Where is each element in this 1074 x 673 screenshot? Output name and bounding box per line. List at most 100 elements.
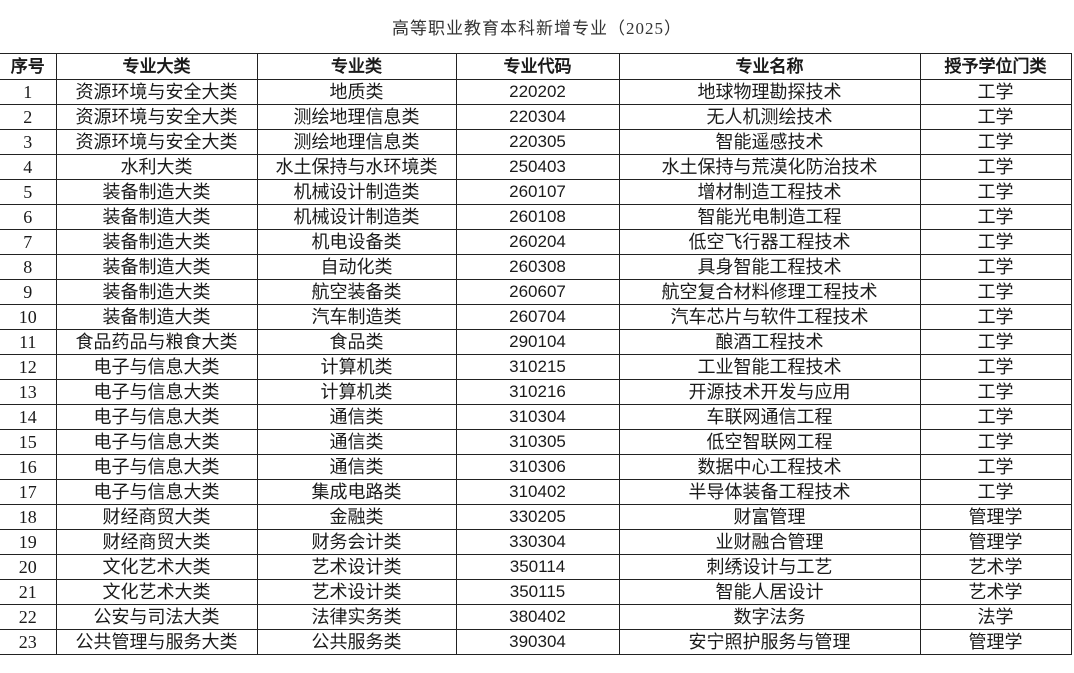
cell-major-name: 工业智能工程技术	[618, 354, 921, 380]
cell-degree-type: 管理学	[919, 529, 1072, 555]
cell-degree-type: 工学	[919, 204, 1072, 230]
cell-major-name: 低空飞行器工程技术	[618, 229, 921, 255]
cell-major-class: 计算机类	[256, 354, 457, 380]
cell-major-category: 装备制造大类	[55, 179, 258, 205]
cell-major-category: 电子与信息大类	[55, 379, 258, 405]
cell-index: 11	[0, 329, 57, 355]
cell-major-category: 财经商贸大类	[55, 504, 258, 530]
cell-degree-type: 工学	[919, 129, 1072, 155]
cell-major-category: 食品药品与粮食大类	[55, 329, 258, 355]
cell-major-class: 计算机类	[256, 379, 457, 405]
cell-degree-type: 工学	[919, 479, 1072, 505]
cell-major-code: 310402	[455, 479, 620, 505]
cell-major-class: 艺术设计类	[256, 554, 457, 580]
cell-index: 13	[0, 379, 57, 405]
table-row: 17 电子与信息大类 集成电路类 310402 半导体装备工程技术 工学	[0, 479, 1072, 505]
table-row: 13 电子与信息大类 计算机类 310216 开源技术开发与应用 工学	[0, 379, 1072, 405]
table-row: 1 资源环境与安全大类 地质类 220202 地球物理勘探技术 工学	[0, 79, 1072, 105]
cell-degree-type: 工学	[919, 354, 1072, 380]
cell-major-code: 220305	[455, 129, 620, 155]
cell-major-category: 资源环境与安全大类	[55, 129, 258, 155]
cell-major-category: 文化艺术大类	[55, 579, 258, 605]
cell-major-category: 电子与信息大类	[55, 454, 258, 480]
table-row: 22 公安与司法大类 法律实务类 380402 数字法务 法学	[0, 604, 1072, 630]
cell-degree-type: 工学	[919, 329, 1072, 355]
cell-major-class: 航空装备类	[256, 279, 457, 305]
cell-index: 4	[0, 154, 57, 180]
cell-major-name: 低空智联网工程	[618, 429, 921, 455]
cell-degree-type: 工学	[919, 454, 1072, 480]
cell-major-class: 水土保持与水环境类	[256, 154, 457, 180]
cell-index: 23	[0, 629, 57, 655]
table-row: 14 电子与信息大类 通信类 310304 车联网通信工程 工学	[0, 404, 1072, 430]
cell-degree-type: 工学	[919, 229, 1072, 255]
cell-degree-type: 工学	[919, 254, 1072, 280]
cell-index: 15	[0, 429, 57, 455]
header-index: 序号	[0, 53, 57, 80]
cell-index: 5	[0, 179, 57, 205]
table-row: 7 装备制造大类 机电设备类 260204 低空飞行器工程技术 工学	[0, 229, 1072, 255]
cell-major-category: 公安与司法大类	[55, 604, 258, 630]
table-row: 8 装备制造大类 自动化类 260308 具身智能工程技术 工学	[0, 254, 1072, 280]
cell-major-class: 公共服务类	[256, 629, 457, 655]
table-row: 20 文化艺术大类 艺术设计类 350114 刺绣设计与工艺 艺术学	[0, 554, 1072, 580]
cell-major-code: 310216	[455, 379, 620, 405]
cell-major-code: 250403	[455, 154, 620, 180]
cell-major-category: 文化艺术大类	[55, 554, 258, 580]
cell-major-class: 法律实务类	[256, 604, 457, 630]
cell-major-class: 通信类	[256, 404, 457, 430]
cell-major-code: 260607	[455, 279, 620, 305]
cell-degree-type: 管理学	[919, 629, 1072, 655]
cell-major-name: 酿酒工程技术	[618, 329, 921, 355]
cell-major-name: 水土保持与荒漠化防治技术	[618, 154, 921, 180]
header-major-code: 专业代码	[455, 53, 620, 80]
cell-major-class: 自动化类	[256, 254, 457, 280]
cell-index: 9	[0, 279, 57, 305]
cell-major-name: 智能遥感技术	[618, 129, 921, 155]
cell-major-code: 330205	[455, 504, 620, 530]
header-major-class: 专业类	[256, 53, 457, 80]
cell-major-class: 通信类	[256, 454, 457, 480]
table-row: 9 装备制造大类 航空装备类 260607 航空复合材料修理工程技术 工学	[0, 279, 1072, 305]
cell-degree-type: 艺术学	[919, 554, 1072, 580]
header-row: 序号 专业大类 专业类 专业代码 专业名称 授予学位门类	[0, 53, 1072, 80]
cell-major-class: 测绘地理信息类	[256, 129, 457, 155]
cell-index: 22	[0, 604, 57, 630]
table-row: 11 食品药品与粮食大类 食品类 290104 酿酒工程技术 工学	[0, 329, 1072, 355]
cell-major-category: 水利大类	[55, 154, 258, 180]
cell-major-name: 智能光电制造工程	[618, 204, 921, 230]
cell-major-code: 390304	[455, 629, 620, 655]
cell-index: 18	[0, 504, 57, 530]
table-row: 12 电子与信息大类 计算机类 310215 工业智能工程技术 工学	[0, 354, 1072, 380]
cell-major-category: 装备制造大类	[55, 229, 258, 255]
cell-index: 10	[0, 304, 57, 330]
cell-major-class: 艺术设计类	[256, 579, 457, 605]
cell-major-category: 装备制造大类	[55, 204, 258, 230]
table-row: 5 装备制造大类 机械设计制造类 260107 增材制造工程技术 工学	[0, 179, 1072, 205]
cell-major-name: 安宁照护服务与管理	[618, 629, 921, 655]
cell-major-name: 汽车芯片与软件工程技术	[618, 304, 921, 330]
cell-major-code: 350115	[455, 579, 620, 605]
cell-major-category: 电子与信息大类	[55, 404, 258, 430]
cell-index: 2	[0, 104, 57, 130]
cell-index: 12	[0, 354, 57, 380]
table-row: 2 资源环境与安全大类 测绘地理信息类 220304 无人机测绘技术 工学	[0, 104, 1072, 130]
table-title: 高等职业教育本科新增专业（2025）	[392, 19, 682, 38]
cell-degree-type: 工学	[919, 279, 1072, 305]
cell-major-category: 电子与信息大类	[55, 429, 258, 455]
cell-major-name: 刺绣设计与工艺	[618, 554, 921, 580]
cell-degree-type: 工学	[919, 379, 1072, 405]
table-row: 10 装备制造大类 汽车制造类 260704 汽车芯片与软件工程技术 工学	[0, 304, 1072, 330]
cell-degree-type: 工学	[919, 179, 1072, 205]
cell-degree-type: 工学	[919, 79, 1072, 105]
majors-table: 序号 专业大类 专业类 专业代码 专业名称 授予学位门类 1 资源环境与安全大类地…	[0, 53, 1072, 655]
cell-major-class: 机械设计制造类	[256, 179, 457, 205]
cell-major-category: 装备制造大类	[55, 279, 258, 305]
cell-major-category: 装备制造大类	[55, 254, 258, 280]
header-major-name: 专业名称	[618, 53, 921, 80]
cell-major-category: 财经商贸大类	[55, 529, 258, 555]
header-degree-type: 授予学位门类	[919, 53, 1072, 80]
cell-major-code: 260204	[455, 229, 620, 255]
cell-major-class: 机械设计制造类	[256, 204, 457, 230]
table-row: 18 财经商贸大类 金融类 330205 财富管理 管理学	[0, 504, 1072, 530]
